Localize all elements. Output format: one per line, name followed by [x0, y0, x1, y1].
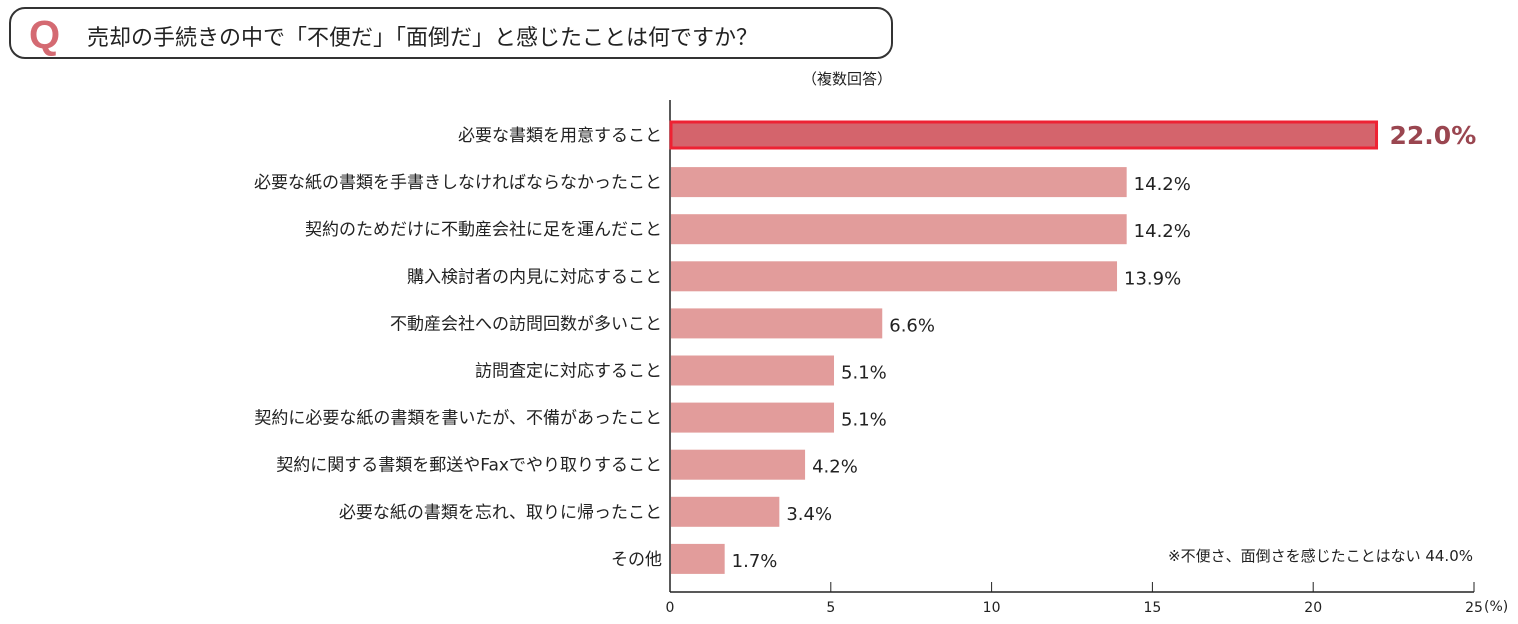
category-label: 契約に関する書類を郵送やFaxでやり取りすること: [276, 456, 662, 476]
footnote: ※不便さ、面倒さを感じたことはない 44.0%: [1168, 547, 1473, 565]
question-box: Q 売却の手続きの中で「不便だ」「面倒だ」と感じたことは何ですか？: [9, 7, 893, 59]
value-label: 5.1%: [841, 363, 887, 384]
category-label: 契約のためだけに不動産会社に足を運んだこと: [305, 220, 662, 240]
bar: [671, 167, 1127, 198]
value-label: 14.2%: [1134, 174, 1191, 195]
x-unit-label: (%): [1484, 599, 1508, 615]
value-label: 3.4%: [786, 504, 832, 525]
x-tick-label: 10: [983, 600, 1001, 616]
value-label: 13.9%: [1124, 268, 1181, 289]
multiple-answer-note: （複数回答）: [801, 70, 892, 88]
value-label: 22.0%: [1390, 121, 1477, 150]
x-tick-label: 15: [1143, 600, 1161, 616]
x-tick-label: 25: [1465, 600, 1483, 616]
value-label: 6.6%: [889, 315, 935, 336]
x-tick-label: 5: [826, 600, 835, 616]
bar: [671, 308, 883, 339]
x-tick-label: 0: [666, 600, 675, 616]
category-label: 必要な紙の書類を忘れ、取りに帰ったこと: [339, 503, 662, 523]
bar: [671, 543, 725, 574]
q-mark: Q: [29, 13, 61, 57]
bar: [671, 402, 835, 433]
category-label: 必要な紙の書類を手書きしなければならなかったこと: [254, 173, 662, 193]
category-label: 不動産会社への訪問回数が多いこと: [390, 314, 662, 334]
x-tick-label: 20: [1304, 600, 1322, 616]
bar-highlight: [669, 120, 1379, 150]
category-label: 購入検討者の内見に対応すること: [407, 267, 662, 287]
bar: [671, 449, 806, 480]
bar: [671, 496, 780, 527]
value-label: 5.1%: [841, 410, 887, 431]
category-label: 必要な書類を用意すること: [458, 126, 662, 146]
value-label: 1.7%: [732, 551, 778, 572]
category-label: その他: [611, 550, 662, 570]
question-text: 売却の手続きの中で「不便だ」「面倒だ」と感じたことは何ですか？: [87, 26, 759, 51]
bar: [671, 355, 835, 386]
value-label: 4.2%: [812, 457, 858, 478]
value-label: 14.2%: [1134, 221, 1191, 242]
bar: [671, 214, 1127, 245]
category-label: 訪問査定に対応すること: [475, 362, 662, 382]
bar: [671, 261, 1118, 292]
category-label: 契約に必要な紙の書類を書いたが、不備があったこと: [254, 409, 662, 429]
